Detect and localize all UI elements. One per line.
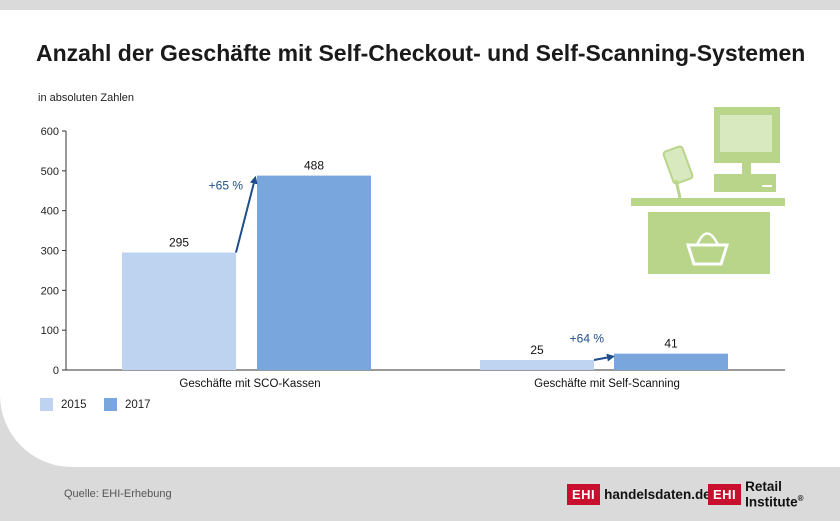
growth-annotation: +65 % — [209, 179, 244, 193]
handelsdaten-logo-text: handelsdaten.de — [604, 486, 711, 502]
category-label: Geschäfte mit SCO-Kassen — [179, 378, 320, 390]
y-tick-label: 600 — [41, 126, 59, 138]
monitor-screen — [720, 115, 772, 152]
y-tick-label: 300 — [41, 246, 59, 258]
handheld-scanner — [662, 145, 694, 185]
category-label: Geschäfte mit Self-Scanning — [534, 378, 680, 390]
y-tick-label: 200 — [41, 285, 59, 297]
y-tick-label: 0 — [53, 365, 59, 377]
source-note: Quelle: EHI-Erhebung — [64, 488, 172, 500]
counter-top — [631, 198, 785, 206]
y-tick-label: 500 — [41, 166, 59, 178]
growth-arrow — [235, 175, 258, 253]
legend-label-2017: 2017 — [125, 398, 151, 411]
self-checkout-terminal-icon — [631, 107, 785, 274]
ehi-logo-box: EHI — [708, 483, 742, 505]
bar-2015 — [122, 252, 236, 370]
monitor-stand — [742, 163, 751, 175]
legend-swatch-2017 — [104, 398, 117, 411]
registered-mark: ® — [797, 493, 804, 503]
y-tick-label: 400 — [41, 206, 59, 218]
ehi-logo-box: EHI — [567, 483, 601, 505]
growth-annotation: +64 % — [570, 332, 605, 346]
data-label: 488 — [304, 159, 324, 173]
chart-subtitle: in absoluten Zahlen — [38, 92, 135, 104]
data-label: 25 — [530, 343, 544, 357]
basket-handle — [695, 232, 720, 246]
chart-title: Anzahl der Geschäfte mit Self-Checkout- … — [36, 40, 806, 66]
y-tick-label: 100 — [41, 325, 59, 337]
keyboard — [714, 174, 776, 192]
retail-institute-text: Retail Institute — [745, 478, 798, 510]
legend-label-2015: 2015 — [61, 398, 87, 411]
legend-item-2015: 2015 — [40, 398, 87, 411]
retail-institute-logo-text: Retail Institute® — [745, 479, 840, 510]
legend-item-2017: 2017 — [104, 398, 151, 411]
handelsdaten-logo: EHI handelsdaten.de — [567, 482, 711, 506]
bars: 295 488 Geschäfte mit SCO-Kassen +65 % 25 41 G… — [122, 159, 728, 390]
card-slot — [762, 185, 772, 187]
data-label: 41 — [664, 337, 678, 351]
bar-2017 — [614, 353, 728, 370]
bar-2015 — [480, 360, 594, 370]
basket — [685, 243, 730, 266]
growth-arrow — [593, 353, 615, 362]
bar-2017 — [257, 175, 371, 370]
data-label: 295 — [169, 235, 189, 249]
scanner-cord — [674, 179, 682, 199]
legend-swatch-2015 — [40, 398, 53, 411]
ehi-retail-institute-logo: EHI Retail Institute® — [708, 479, 840, 509]
